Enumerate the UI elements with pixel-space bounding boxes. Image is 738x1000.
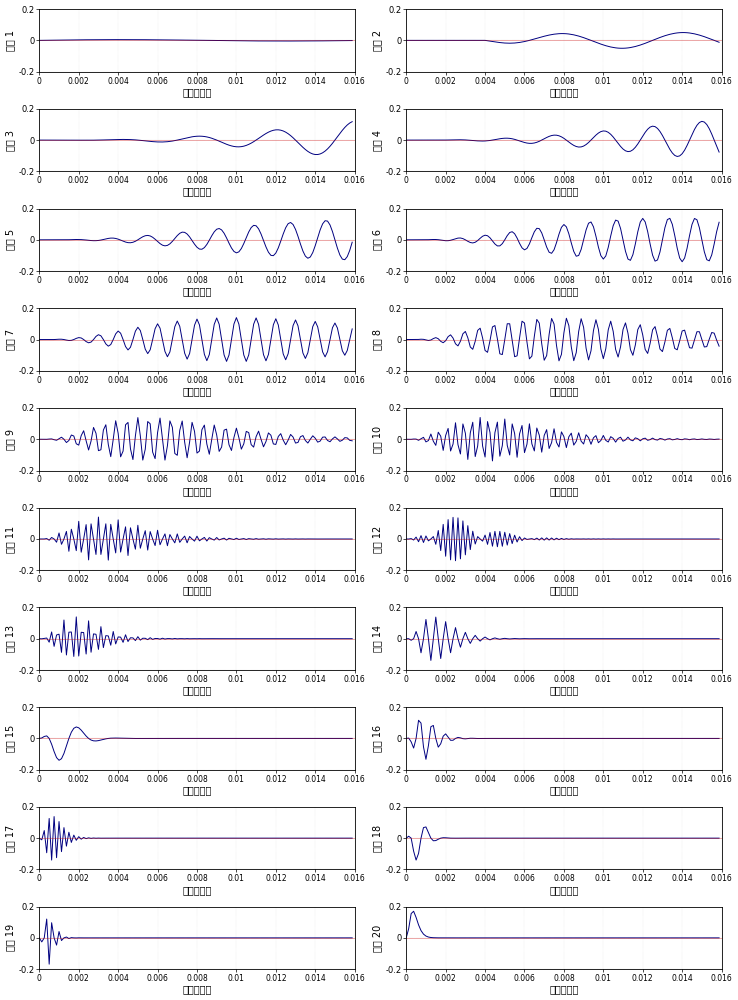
Y-axis label: 通道 17: 通道 17: [6, 825, 15, 852]
Y-axis label: 通道 9: 通道 9: [6, 429, 15, 450]
Y-axis label: 通道 7: 通道 7: [6, 329, 15, 350]
X-axis label: 时间（秒）: 时间（秒）: [182, 685, 212, 695]
X-axis label: 时间（秒）: 时间（秒）: [549, 87, 579, 97]
X-axis label: 时间（秒）: 时间（秒）: [549, 486, 579, 496]
X-axis label: 时间（秒）: 时间（秒）: [182, 586, 212, 596]
X-axis label: 时间（秒）: 时间（秒）: [549, 286, 579, 296]
X-axis label: 时间（秒）: 时间（秒）: [549, 785, 579, 795]
Y-axis label: 通道 19: 通道 19: [6, 924, 15, 951]
Y-axis label: 通道 10: 通道 10: [373, 426, 382, 453]
X-axis label: 时间（秒）: 时间（秒）: [182, 486, 212, 496]
Y-axis label: 通道 16: 通道 16: [373, 725, 382, 752]
X-axis label: 时间（秒）: 时间（秒）: [549, 586, 579, 596]
X-axis label: 时间（秒）: 时间（秒）: [182, 984, 212, 994]
Y-axis label: 通道 12: 通道 12: [373, 525, 382, 553]
Y-axis label: 通道 1: 通道 1: [6, 30, 15, 51]
Y-axis label: 通道 2: 通道 2: [373, 30, 382, 51]
X-axis label: 时间（秒）: 时间（秒）: [182, 87, 212, 97]
Y-axis label: 通道 20: 通道 20: [373, 924, 382, 952]
X-axis label: 时间（秒）: 时间（秒）: [182, 785, 212, 795]
X-axis label: 时间（秒）: 时间（秒）: [549, 685, 579, 695]
X-axis label: 时间（秒）: 时间（秒）: [549, 187, 579, 197]
Y-axis label: 通道 3: 通道 3: [6, 130, 15, 151]
Y-axis label: 通道 11: 通道 11: [6, 525, 15, 553]
X-axis label: 时间（秒）: 时间（秒）: [549, 386, 579, 396]
Y-axis label: 通道 13: 通道 13: [6, 625, 15, 652]
X-axis label: 时间（秒）: 时间（秒）: [182, 885, 212, 895]
Y-axis label: 通道 4: 通道 4: [373, 130, 382, 151]
Y-axis label: 通道 14: 通道 14: [373, 625, 382, 652]
X-axis label: 时间（秒）: 时间（秒）: [182, 386, 212, 396]
Y-axis label: 通道 5: 通道 5: [6, 229, 15, 250]
Y-axis label: 通道 8: 通道 8: [373, 329, 382, 350]
Y-axis label: 通道 6: 通道 6: [373, 229, 382, 250]
X-axis label: 时间（秒）: 时间（秒）: [182, 187, 212, 197]
Y-axis label: 通道 18: 通道 18: [373, 825, 382, 852]
X-axis label: 时间（秒）: 时间（秒）: [549, 885, 579, 895]
X-axis label: 时间（秒）: 时间（秒）: [549, 984, 579, 994]
X-axis label: 时间（秒）: 时间（秒）: [182, 286, 212, 296]
Y-axis label: 通道 15: 通道 15: [6, 725, 15, 752]
